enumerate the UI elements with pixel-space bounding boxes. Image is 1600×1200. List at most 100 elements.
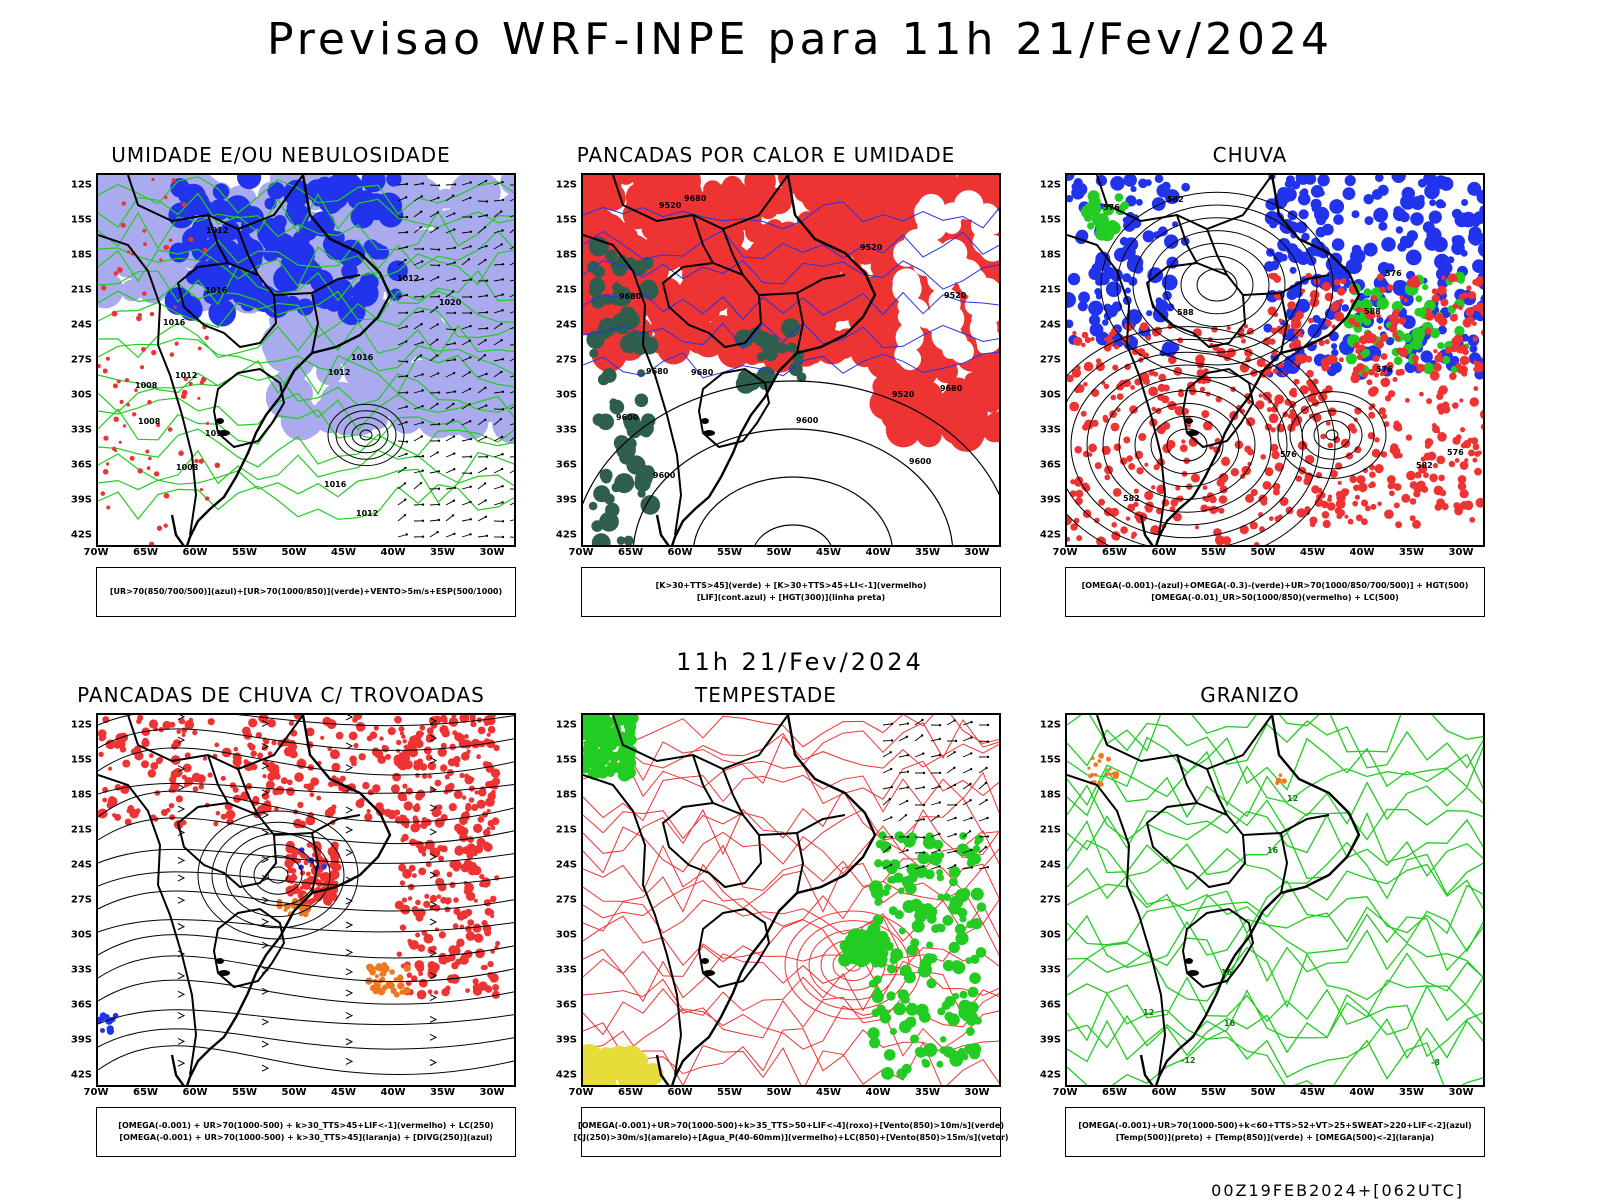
field-cell [475,948,485,959]
field-cell [1216,478,1225,487]
field-cell [1416,363,1425,373]
contour-line [253,855,303,895]
lake [216,418,224,424]
flow-arrow [429,918,438,926]
field-cell [1268,516,1274,521]
field-cell [401,814,407,821]
wind-vector [461,325,471,330]
field-cell [1459,293,1466,300]
field-cell [1351,210,1360,219]
field-cell [237,175,262,190]
field-cell [1459,489,1469,499]
legend-box: [OMEGA(-0.001)+UR>70(1000-500)+k<60+TTS>… [1065,1107,1485,1157]
field-cell [1412,354,1419,362]
field-cell [887,377,906,397]
field-cell [399,990,404,995]
contour-line [267,866,289,884]
wind-vector [509,456,514,458]
field-cell [925,312,947,334]
field-cell [1381,237,1396,252]
field-cell [1113,771,1119,777]
field-cell [1354,321,1361,328]
latitude-tick-label: 18S [70,789,92,801]
field-cell [1373,372,1379,378]
longitude-tick-label: 35W [915,547,940,558]
field-cell [157,756,164,763]
wind-vector-head [469,420,472,423]
field-cell [890,948,904,962]
wind-vector-head [889,751,892,754]
country-border [1067,234,1167,536]
field-cell [112,813,117,818]
flow-arrow [261,987,270,995]
field-cell [875,839,885,849]
field-cell [1298,209,1309,220]
field-cell [471,803,479,812]
wind-vector [930,738,940,742]
field-cell [874,859,883,868]
field-cell [1384,509,1394,519]
wind-vector-head [485,372,488,376]
field-cell [1473,367,1478,372]
field-cell [452,864,461,872]
flow-arrow [177,857,186,864]
field-cell [1434,354,1443,363]
wind-vector-head [501,293,504,296]
field-cell [492,984,500,991]
wind-vector-head [986,835,990,838]
field-cell [358,753,366,761]
flow-arrow [261,1064,270,1072]
field-cell [596,415,606,425]
wind-vector [461,245,471,250]
field-cell [233,746,239,752]
latitude-tick-label: 12S [70,719,92,731]
field-cell [1123,175,1137,187]
field-cell [1151,406,1156,412]
wind-vector [445,403,454,410]
wind-vector [477,339,486,346]
field-cell [485,764,495,773]
field-cell [1399,295,1404,300]
wind-vector [509,502,514,506]
field-cell [418,867,427,876]
field-cell [1377,184,1389,196]
contour-line [1148,230,1286,340]
latitude-tick-label: 12S [70,179,92,191]
field-cell [1136,198,1143,206]
field-cell [202,247,208,253]
field-cell [1391,175,1406,183]
wind-vector-head [436,226,439,230]
field-cell [1330,303,1339,312]
wind-vector-head [985,766,988,770]
country-border [697,367,771,449]
field-cell [1333,214,1344,225]
latitude-tick-label: 42S [1039,1069,1061,1081]
country-border [796,832,805,894]
field-cell [1195,354,1205,365]
latitude-tick-label: 18S [70,249,92,261]
latitude-tick-label: 21S [1039,824,1061,836]
field-cell [872,914,884,926]
field-cell [437,747,447,757]
field-cell [589,283,603,298]
field-cell [1097,272,1110,286]
wind-vector-head [501,520,505,523]
field-cell [120,222,126,228]
field-cell [156,525,163,531]
wind-vector [477,200,488,202]
wind-vector-head [405,374,409,378]
field-cell [427,989,433,995]
field-cell [298,413,322,437]
wind-vector-head [485,200,489,203]
field-cell [104,1014,110,1020]
field-cell [1365,311,1374,320]
streamline [98,934,514,959]
field-cell [1441,355,1451,365]
longitude-tick-label: 55W [232,547,257,558]
longitude-tick-label: 70W [568,547,594,558]
wind-vector-head [501,453,504,456]
field-cell [1262,391,1272,401]
wind-vector [962,817,972,822]
wind-vector-head [938,801,941,804]
field-cell [1459,461,1469,470]
